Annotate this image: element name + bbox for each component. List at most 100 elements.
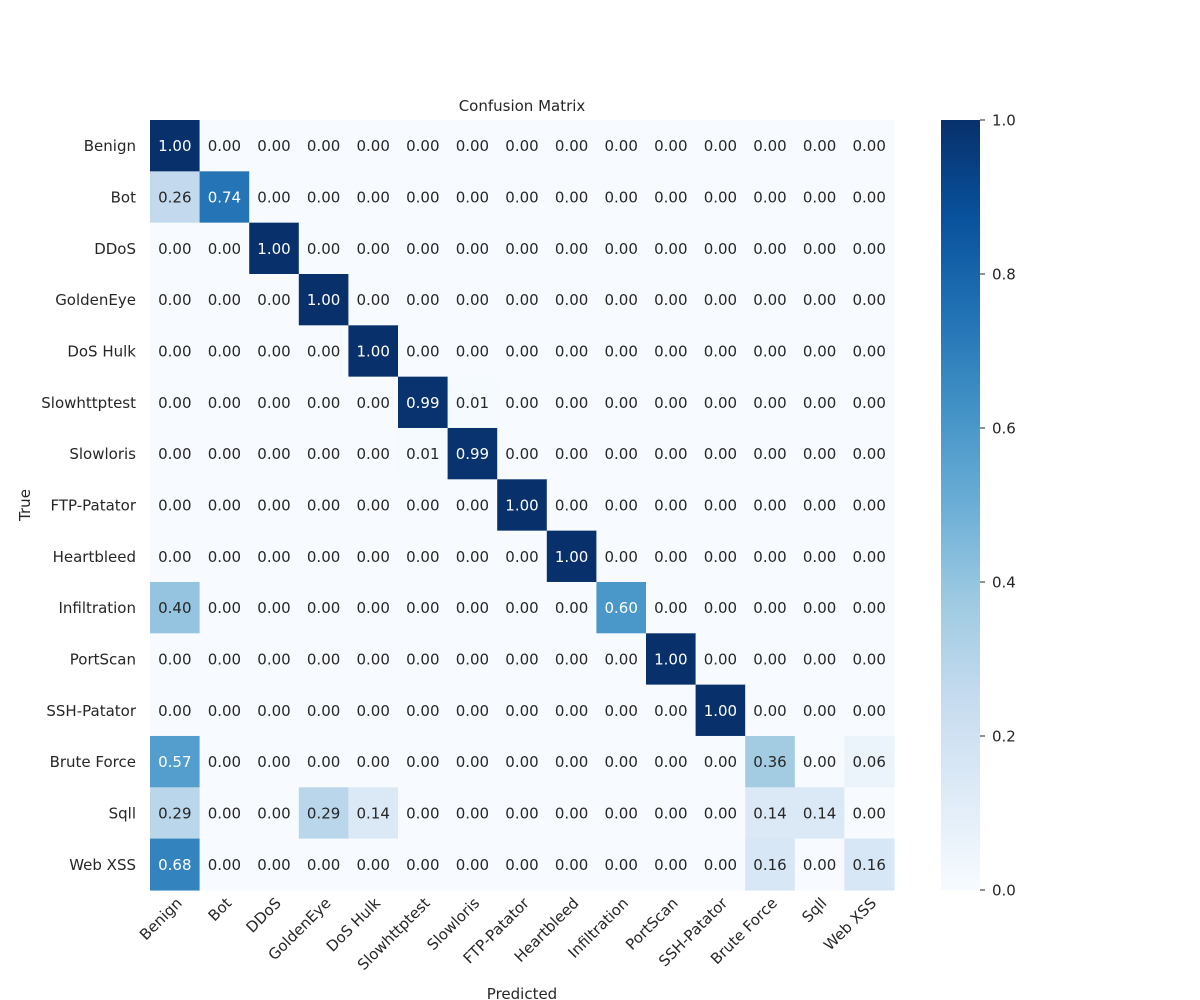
heatmap-cell-value: 0.00 bbox=[307, 496, 340, 514]
heatmap-cell-value: 0.00 bbox=[604, 753, 637, 771]
heatmap-cell bbox=[150, 581, 201, 634]
heatmap-cell bbox=[497, 273, 548, 326]
heatmap-cell-value: 0.00 bbox=[654, 291, 687, 309]
heatmap-cell bbox=[398, 325, 449, 378]
heatmap-cell bbox=[745, 427, 796, 480]
heatmap-cell-value: 0.00 bbox=[604, 342, 637, 360]
heatmap-cell-value: 0.00 bbox=[852, 599, 885, 617]
heatmap-cell-value: 0.00 bbox=[158, 702, 191, 720]
heatmap-cell bbox=[646, 376, 697, 429]
heatmap-cell-value: 0.00 bbox=[753, 137, 786, 155]
heatmap-cell bbox=[447, 735, 498, 788]
heatmap-cell-value: 0.00 bbox=[803, 599, 836, 617]
heatmap-cell-value: 0.29 bbox=[307, 804, 340, 822]
y-tick-label: Heartbleed bbox=[53, 548, 136, 566]
heatmap-cell bbox=[348, 633, 399, 686]
heatmap-cell bbox=[447, 376, 498, 429]
heatmap-cell bbox=[348, 684, 399, 737]
heatmap-cell bbox=[249, 581, 300, 634]
heatmap-cell bbox=[199, 633, 250, 686]
heatmap-cell bbox=[249, 222, 300, 275]
heatmap-cell-value: 0.00 bbox=[555, 650, 588, 668]
heatmap-cell bbox=[497, 222, 548, 275]
heatmap-cell-value: 0.00 bbox=[257, 856, 290, 874]
heatmap-cell-value: 0.00 bbox=[704, 753, 737, 771]
heatmap-cell bbox=[150, 684, 201, 737]
heatmap-cell-value: 0.00 bbox=[406, 496, 439, 514]
heatmap-cell bbox=[150, 633, 201, 686]
x-tick-label: Sqll bbox=[798, 894, 830, 926]
heatmap-cell bbox=[348, 838, 399, 891]
heatmap-cell bbox=[447, 273, 498, 326]
heatmap-cell-value: 0.00 bbox=[704, 548, 737, 566]
heatmap-cell bbox=[745, 581, 796, 634]
heatmap-cell-value: 0.00 bbox=[257, 188, 290, 206]
heatmap-cell-value: 0.00 bbox=[555, 137, 588, 155]
heatmap-cell-value: 0.00 bbox=[654, 753, 687, 771]
heatmap-cell bbox=[398, 120, 449, 172]
heatmap-cell bbox=[447, 427, 498, 480]
heatmap-cell bbox=[646, 427, 697, 480]
x-tick-label: DDoS bbox=[243, 894, 285, 936]
heatmap-cell bbox=[398, 427, 449, 480]
heatmap-cell bbox=[199, 787, 250, 840]
heatmap-cell-value: 0.00 bbox=[307, 394, 340, 412]
heatmap-cell bbox=[199, 735, 250, 788]
heatmap-cell bbox=[695, 222, 746, 275]
heatmap-cell bbox=[794, 325, 845, 378]
heatmap-cell bbox=[447, 633, 498, 686]
heatmap-cell-value: 0.26 bbox=[158, 188, 191, 206]
heatmap-cell bbox=[596, 479, 647, 532]
x-tick-label: Benign bbox=[136, 894, 186, 944]
heatmap-cell-value: 0.00 bbox=[803, 496, 836, 514]
heatmap-cell bbox=[150, 838, 201, 891]
heatmap-cell bbox=[794, 120, 845, 172]
heatmap-cell bbox=[745, 530, 796, 583]
heatmap-cell-value: 0.00 bbox=[505, 753, 538, 771]
heatmap-cell-value: 0.00 bbox=[307, 856, 340, 874]
heatmap-cell bbox=[150, 376, 201, 429]
heatmap-cell-value: 0.00 bbox=[654, 856, 687, 874]
x-tick-label: Bot bbox=[205, 894, 236, 925]
heatmap-cell bbox=[497, 427, 548, 480]
heatmap-cell bbox=[447, 787, 498, 840]
heatmap-cell-value: 0.00 bbox=[257, 291, 290, 309]
y-axis-label: True bbox=[16, 489, 34, 522]
heatmap-cell-labels: 1.00 0.00 0.00 0.00 0.00 0.00 0.00 0.00 0.00 0.00… bbox=[158, 137, 886, 874]
heatmap-cell bbox=[497, 325, 548, 378]
heatmap-cell bbox=[348, 325, 399, 378]
heatmap-cell bbox=[447, 222, 498, 275]
heatmap-cell-value: 0.00 bbox=[803, 188, 836, 206]
heatmap-cell bbox=[298, 171, 349, 224]
heatmap-cell bbox=[447, 581, 498, 634]
heatmap-cell-value: 0.00 bbox=[356, 240, 389, 258]
heatmap-cell-value: 0.00 bbox=[456, 599, 489, 617]
heatmap-cell bbox=[844, 479, 895, 532]
heatmap-cell-value: 0.00 bbox=[604, 548, 637, 566]
heatmap-cell bbox=[150, 530, 201, 583]
heatmap-cell bbox=[298, 273, 349, 326]
heatmap-cell bbox=[596, 222, 647, 275]
heatmap-cell-value: 0.00 bbox=[555, 804, 588, 822]
heatmap-cell bbox=[298, 479, 349, 532]
heatmap-cell bbox=[546, 838, 597, 891]
colorbar-tick-label: 1.0 bbox=[992, 112, 1016, 130]
heatmap-cell-value: 0.60 bbox=[604, 599, 637, 617]
heatmap-cell bbox=[745, 838, 796, 891]
heatmap-cell-value: 0.00 bbox=[406, 753, 439, 771]
heatmap-cell bbox=[497, 479, 548, 532]
heatmap-cell bbox=[695, 581, 746, 634]
y-tick-label: Slowhttptest bbox=[41, 394, 136, 412]
colorbar-tick-label: 0.6 bbox=[992, 420, 1016, 438]
heatmap-cell-value: 0.00 bbox=[158, 291, 191, 309]
heatmap-cell bbox=[646, 530, 697, 583]
heatmap-cell-value: 0.00 bbox=[753, 188, 786, 206]
heatmap-cell bbox=[546, 273, 597, 326]
heatmap-cell-value: 0.00 bbox=[456, 650, 489, 668]
heatmap-cell bbox=[546, 222, 597, 275]
heatmap-cell bbox=[844, 530, 895, 583]
heatmap-cell bbox=[150, 427, 201, 480]
heatmap-cell-value: 0.00 bbox=[604, 445, 637, 463]
heatmap-cell bbox=[546, 581, 597, 634]
colorbar-tick-label: 0.2 bbox=[992, 728, 1016, 746]
